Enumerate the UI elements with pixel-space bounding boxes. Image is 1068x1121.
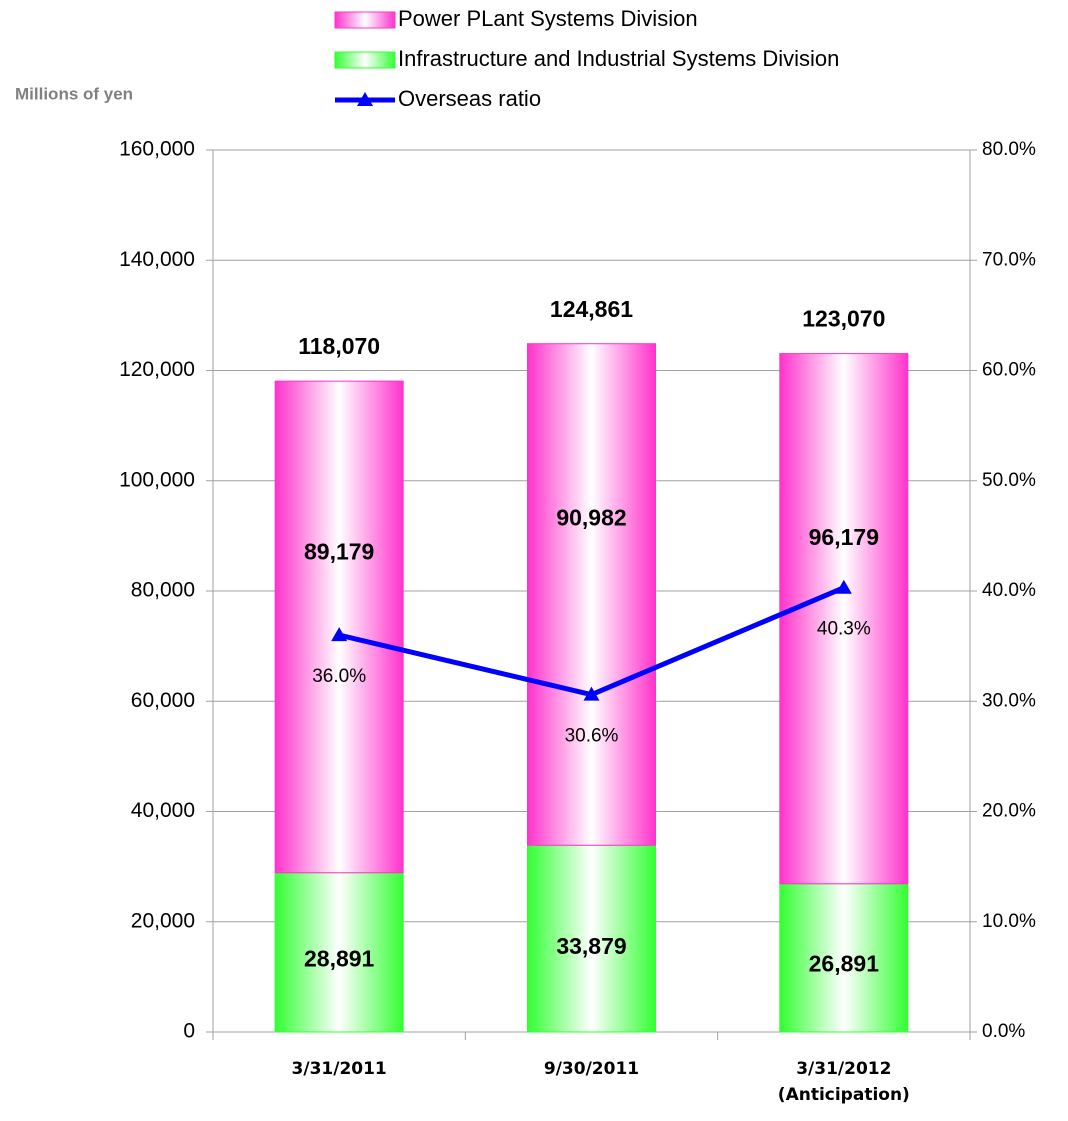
x-tick-label: 9/30/2011	[543, 1059, 640, 1079]
bar-segment	[779, 353, 909, 885]
y-tick-label: 0	[183, 1020, 195, 1043]
legend-swatch	[334, 51, 396, 69]
total-label: 123,070	[802, 306, 885, 332]
y-tick-label: 120,000	[119, 358, 195, 381]
y-tick-label: 60,000	[131, 689, 195, 712]
data-label: 90,982	[556, 504, 626, 530]
line-label: 36.0%	[312, 666, 366, 687]
total-label: 118,070	[298, 333, 380, 359]
x-tick-label: 3/31/2012 (Anticipation)	[777, 1059, 910, 1105]
data-label: 28,891	[304, 945, 375, 971]
y2-tick-label: 0.0%	[982, 1021, 1025, 1042]
y-tick-label: 100,000	[119, 468, 195, 491]
legend-marker	[357, 92, 373, 106]
legend-label: Infrastructure and Industrial Systems Di…	[398, 46, 839, 71]
y2-tick-label: 40.0%	[982, 580, 1036, 601]
y2-tick-label: 60.0%	[982, 360, 1036, 381]
line-marker	[835, 579, 852, 594]
x-tick-label: 3/31/2011	[291, 1059, 387, 1079]
data-label: 89,179	[304, 538, 374, 564]
bar-segment	[779, 883, 909, 1033]
data-label: 26,891	[809, 950, 880, 976]
data-label: 33,879	[556, 933, 626, 959]
line-label: 30.6%	[565, 726, 619, 747]
y2-tick-label: 50.0%	[982, 470, 1036, 491]
y-tick-label: 40,000	[131, 799, 195, 822]
bar-segment	[274, 380, 404, 874]
y-tick-label: 80,000	[131, 579, 195, 602]
y2-tick-label: 70.0%	[982, 249, 1036, 270]
legend-label: Overseas ratio	[398, 86, 541, 111]
total-label: 124,861	[550, 296, 633, 322]
y-axis-label: Millions of yen	[15, 84, 133, 103]
y-tick-label: 20,000	[131, 909, 195, 932]
legend-swatch	[334, 11, 396, 29]
bar-segment	[527, 343, 656, 846]
line-marker	[583, 686, 600, 701]
line-marker	[331, 627, 348, 642]
y-tick-label: 160,000	[119, 138, 195, 161]
y2-tick-label: 20.0%	[982, 801, 1036, 822]
bar-segment	[527, 844, 656, 1033]
y-tick-label: 140,000	[119, 248, 195, 271]
y2-tick-label: 30.0%	[982, 690, 1036, 711]
line-label: 40.3%	[817, 619, 871, 640]
legend-label: Power PLant Systems Division	[398, 6, 698, 31]
y2-tick-label: 80.0%	[982, 139, 1036, 160]
y2-tick-label: 10.0%	[982, 911, 1036, 932]
data-label: 96,179	[809, 524, 879, 550]
